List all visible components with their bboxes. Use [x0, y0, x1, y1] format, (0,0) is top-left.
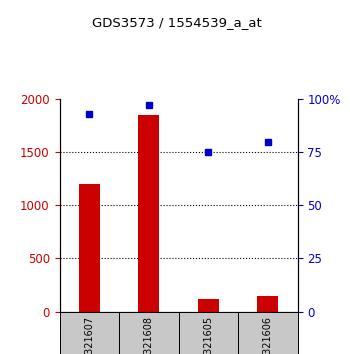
Bar: [79, 184, 100, 312]
Bar: [257, 296, 278, 312]
Text: GSM321607: GSM321607: [84, 315, 94, 354]
Bar: [198, 299, 219, 312]
Bar: [138, 115, 159, 312]
Text: GSM321606: GSM321606: [263, 316, 273, 354]
Text: GSM321608: GSM321608: [144, 316, 154, 354]
Text: GDS3573 / 1554539_a_at: GDS3573 / 1554539_a_at: [92, 16, 262, 29]
Text: GSM321605: GSM321605: [203, 315, 213, 354]
